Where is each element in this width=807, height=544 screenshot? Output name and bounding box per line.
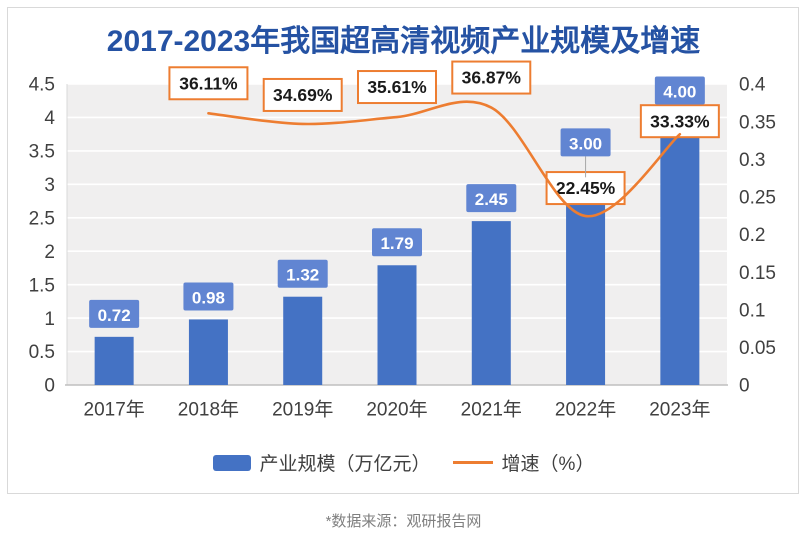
right-axis-tick-label: 0.1	[739, 300, 765, 321]
growth-rate-label-box	[451, 60, 532, 95]
growth-rate-label: 34.69%	[273, 85, 333, 105]
right-axis-tick-label: 0.25	[739, 188, 776, 209]
bar	[471, 221, 511, 385]
category-label: 2021年	[461, 399, 522, 421]
left-axis-tick-label: 4.5	[29, 75, 55, 96]
growth-rate-label-box	[545, 171, 626, 206]
legend-item-line-series: 增速（%）	[452, 449, 595, 476]
growth-rate-label: 36.11%	[179, 73, 238, 93]
bar-value-label: 0.72	[98, 306, 131, 325]
bar-series-swatch-icon	[212, 454, 251, 471]
right-axis-tick-label: 0	[739, 376, 750, 397]
bar-value-label-box	[89, 299, 140, 328]
growth-rate-label-box	[168, 66, 249, 101]
growth-rate-label-box	[639, 104, 720, 139]
right-axis-tick-label: 0.15	[739, 263, 776, 284]
line-series-swatch-icon	[452, 461, 493, 464]
bar-value-label: 0.98	[192, 288, 225, 307]
left-axis-tick-label: 0	[44, 376, 55, 397]
bar-value-label: 1.32	[286, 266, 319, 285]
category-label: 2022年	[555, 399, 616, 421]
growth-rate-label: 35.61%	[367, 77, 427, 97]
left-axis-tick-label: 2.5	[29, 208, 55, 229]
right-axis-tick-label: 0.4	[739, 75, 766, 96]
growth-rate-label: 36.87%	[462, 68, 522, 88]
bar-value-label-box	[277, 259, 328, 288]
category-label: 2023年	[649, 399, 710, 421]
legend-label-bar-series: 产业规模（万亿元）	[259, 454, 431, 475]
left-axis-tick-label: 2	[44, 242, 55, 263]
right-axis-tick-label: 0.3	[739, 150, 765, 171]
bar-value-label: 2.45	[475, 190, 508, 209]
bar	[660, 117, 700, 385]
left-axis-tick-label: 3	[44, 175, 55, 196]
category-label: 2019年	[272, 399, 333, 421]
growth-rate-label-box	[357, 70, 437, 105]
bar-value-label-box	[183, 282, 234, 311]
left-axis-tick-label: 4	[44, 108, 55, 129]
category-label: 2017年	[84, 399, 145, 421]
legend: 产业规模（万亿元） 增速（%）	[0, 449, 807, 476]
bar-value-label-box	[466, 184, 517, 213]
left-axis-tick-label: 3.5	[29, 142, 55, 163]
growth-rate-line	[207, 100, 682, 218]
bar-value-label: 3.00	[569, 134, 602, 153]
category-label: 2018年	[178, 399, 239, 421]
growth-rate-label: 22.45%	[556, 178, 616, 198]
chart-title: 2017-2023年我国超高清视频产业规模及增速	[106, 25, 701, 58]
left-axis-tick-label: 1.5	[29, 275, 55, 296]
right-axis-tick-label: 0.05	[739, 338, 776, 359]
source-note: *数据来源：观研报告网	[325, 513, 482, 530]
right-axis-tick-label: 0.35	[739, 112, 776, 133]
left-axis-tick-label: 1	[44, 309, 55, 330]
bar	[377, 265, 417, 385]
legend-label-line-series: 增速（%）	[501, 454, 595, 475]
growth-rate-label: 33.33%	[650, 111, 710, 131]
bar	[566, 184, 606, 385]
right-axis-tick-label: 0.2	[739, 225, 765, 246]
bar-value-label-box	[372, 228, 422, 257]
bar	[188, 319, 228, 385]
left-axis-tick-label: 0.5	[29, 342, 55, 363]
legend-item-bar-series: 产业规模（万亿元）	[212, 449, 431, 476]
bar-value-label: 4.00	[663, 82, 696, 101]
bar-value-label-box	[654, 76, 705, 105]
bar-value-label: 1.79	[380, 234, 413, 253]
growth-rate-label-box	[262, 77, 343, 112]
bar	[94, 336, 134, 385]
bar	[283, 296, 323, 385]
bar-value-label-box	[560, 128, 611, 157]
category-label: 2020年	[366, 399, 427, 421]
